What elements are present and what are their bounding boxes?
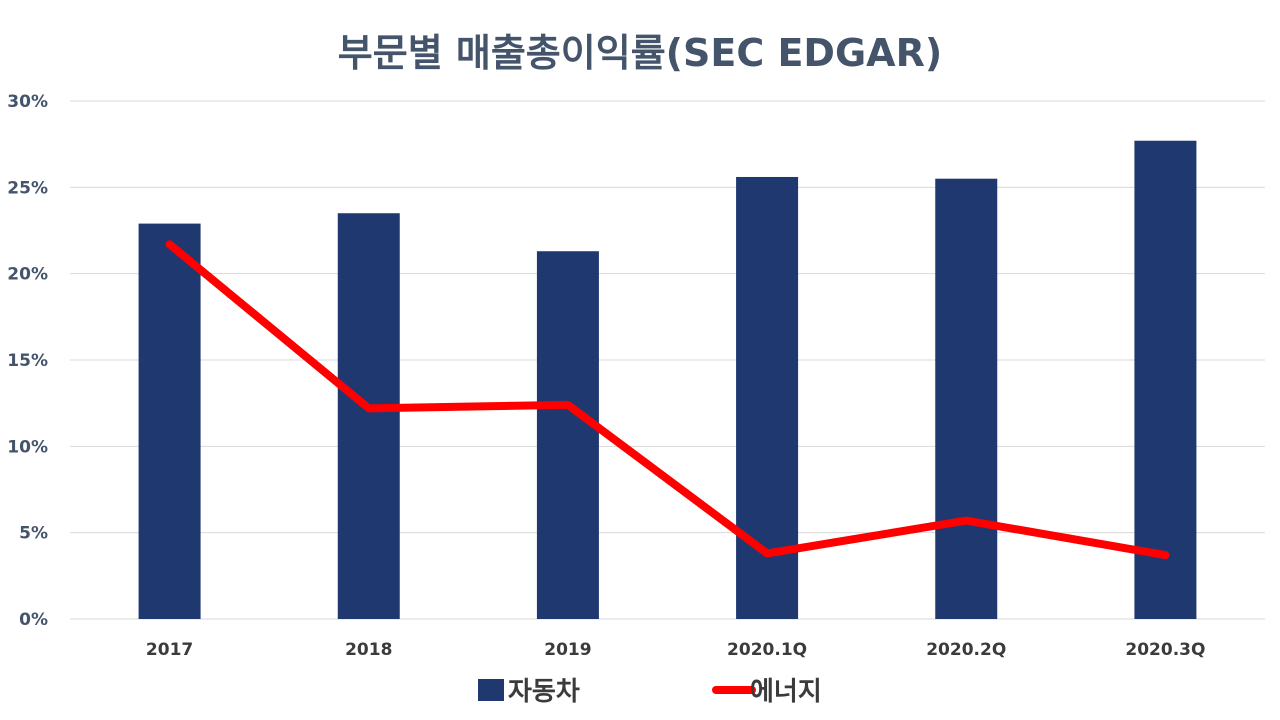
legend: 자동차 에너지: [478, 677, 822, 707]
x-axis-ticks: 2017 2018 2019 2020.1Q 2020.2Q 2020.3Q: [146, 640, 1206, 660]
x-tick-label: 2018: [345, 640, 392, 660]
legend-label-line: 에너지: [750, 677, 822, 707]
series-line: [165, 240, 1170, 560]
y-tick-label: 0%: [19, 610, 48, 630]
y-tick-label: 20%: [7, 265, 48, 285]
line-series: [165, 240, 1170, 560]
legend-label-bar: 자동차: [508, 677, 580, 707]
y-tick-label: 5%: [19, 524, 48, 544]
bar: [935, 178, 998, 619]
x-tick-label: 2020.3Q: [1125, 640, 1205, 660]
bar: [337, 213, 400, 619]
bar: [736, 176, 799, 619]
x-tick-label: 2020.2Q: [926, 640, 1006, 660]
x-tick-label: 2017: [146, 640, 193, 660]
y-axis-ticks: 0% 5% 10% 15% 20% 25% 30%: [7, 92, 48, 630]
y-tick-label: 15%: [7, 351, 48, 371]
y-tick-label: 25%: [7, 178, 48, 198]
bar-series: [138, 140, 1197, 620]
y-tick-label: 30%: [7, 92, 48, 112]
y-tick-label: 10%: [7, 437, 48, 457]
chart-title: 부문별 매출총이익률(SEC EDGAR): [337, 31, 943, 75]
x-tick-label: 2019: [544, 640, 591, 660]
gridlines: [70, 100, 1265, 620]
bar: [138, 223, 201, 620]
legend-swatch-bar: [478, 679, 504, 701]
bar: [536, 251, 599, 619]
bar: [1134, 140, 1197, 620]
x-tick-label: 2020.1Q: [727, 640, 807, 660]
